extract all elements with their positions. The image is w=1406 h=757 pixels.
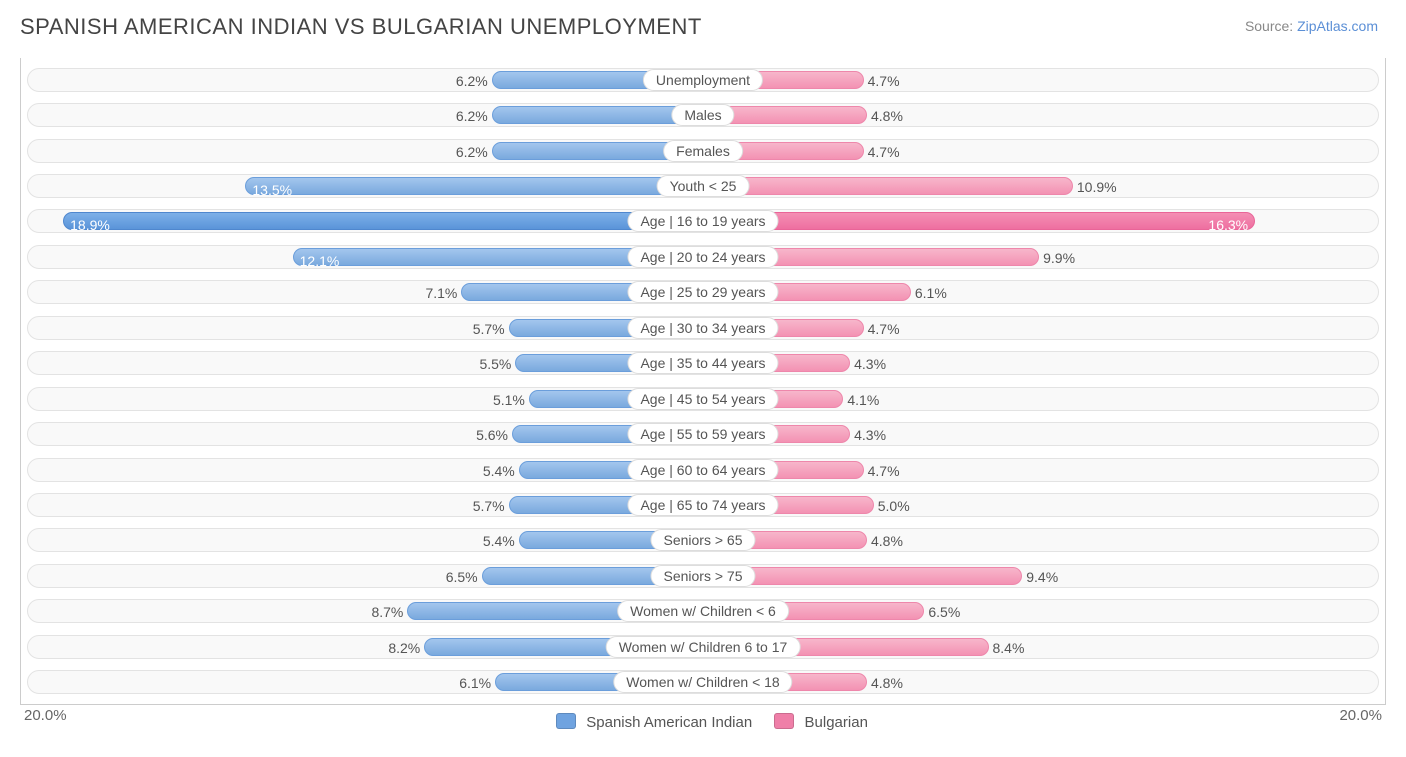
right-value: 4.1% bbox=[847, 388, 879, 412]
legend-swatch-left bbox=[556, 713, 576, 729]
chart-row: 18.9%16.3%Age | 16 to 19 years bbox=[21, 209, 1385, 233]
right-value: 4.3% bbox=[854, 352, 886, 376]
chart-row: 12.1%9.9%Age | 20 to 24 years bbox=[21, 245, 1385, 269]
left-value: 5.5% bbox=[479, 352, 511, 376]
left-value: 5.7% bbox=[473, 494, 505, 518]
right-value: 6.1% bbox=[915, 281, 947, 305]
right-value: 4.7% bbox=[868, 69, 900, 93]
category-label: Males bbox=[671, 104, 734, 126]
left-value: 8.7% bbox=[371, 600, 403, 624]
source-attribution: Source: ZipAtlas.com bbox=[1245, 18, 1378, 34]
right-value: 4.7% bbox=[868, 140, 900, 164]
category-label: Age | 60 to 64 years bbox=[627, 459, 778, 481]
right-value: 9.9% bbox=[1043, 246, 1075, 270]
category-label: Women w/ Children < 6 bbox=[617, 600, 789, 622]
chart-row: 5.7% 5.0% Age | 65 to 74 years bbox=[21, 493, 1385, 517]
chart-row: 5.6% 4.3% Age | 55 to 59 years bbox=[21, 422, 1385, 446]
chart-row: 6.5% 9.4% Seniors > 75 bbox=[21, 564, 1385, 588]
right-value: 5.0% bbox=[878, 494, 910, 518]
right-bar: 16.3% bbox=[703, 212, 1255, 230]
category-label: Age | 20 to 24 years bbox=[627, 246, 778, 268]
right-value: 4.7% bbox=[868, 317, 900, 341]
chart-row: 5.4% 4.8% Seniors > 65 bbox=[21, 528, 1385, 552]
left-value: 6.2% bbox=[456, 104, 488, 128]
chart-row: 6.2% 4.7% Unemployment bbox=[21, 68, 1385, 92]
right-value: 4.8% bbox=[871, 671, 903, 695]
left-value: 5.7% bbox=[473, 317, 505, 341]
left-value: 8.2% bbox=[388, 636, 420, 660]
right-value: 8.4% bbox=[993, 636, 1025, 660]
left-bar: 18.9% bbox=[63, 212, 703, 230]
chart-title: SPANISH AMERICAN INDIAN VS BULGARIAN UNE… bbox=[0, 0, 1406, 40]
left-value: 5.4% bbox=[483, 459, 515, 483]
left-value: 7.1% bbox=[425, 281, 457, 305]
right-value: 4.8% bbox=[871, 529, 903, 553]
chart-row: 8.7% 6.5% Women w/ Children < 6 bbox=[21, 599, 1385, 623]
category-label: Age | 65 to 74 years bbox=[627, 494, 778, 516]
category-label: Seniors > 75 bbox=[651, 565, 756, 587]
category-label: Females bbox=[663, 140, 743, 162]
left-value: 5.4% bbox=[483, 529, 515, 553]
chart-row: 6.2% 4.8% Males bbox=[21, 103, 1385, 127]
left-value: 6.2% bbox=[456, 69, 488, 93]
diverging-bar-chart: 6.2% 4.7% Unemployment 6.2% 4.8% Males 6.2% 4.7… bbox=[20, 58, 1386, 705]
left-value: 5.1% bbox=[493, 388, 525, 412]
left-value: 6.1% bbox=[459, 671, 491, 695]
category-label: Age | 45 to 54 years bbox=[627, 388, 778, 410]
right-value: 10.9% bbox=[1077, 175, 1117, 199]
chart-row: 7.1% 6.1% Age | 25 to 29 years bbox=[21, 280, 1385, 304]
chart-row: 5.5% 4.3% Age | 35 to 44 years bbox=[21, 351, 1385, 375]
legend-swatch-right bbox=[774, 713, 794, 729]
category-label: Women w/ Children 6 to 17 bbox=[606, 636, 801, 658]
left-value: 5.6% bbox=[476, 423, 508, 447]
source-link[interactable]: ZipAtlas.com bbox=[1297, 18, 1378, 34]
chart-row: 8.2% 8.4% Women w/ Children 6 to 17 bbox=[21, 635, 1385, 659]
category-label: Age | 25 to 29 years bbox=[627, 281, 778, 303]
right-value: 4.8% bbox=[871, 104, 903, 128]
left-value: 12.1% bbox=[300, 249, 340, 273]
right-value: 4.3% bbox=[854, 423, 886, 447]
chart-rows: 6.2% 4.7% Unemployment 6.2% 4.8% Males 6.2% 4.7… bbox=[21, 58, 1385, 704]
category-label: Age | 30 to 34 years bbox=[627, 317, 778, 339]
chart-row: 6.2% 4.7% Females bbox=[21, 139, 1385, 163]
category-label: Age | 35 to 44 years bbox=[627, 352, 778, 374]
left-bar: 13.5% bbox=[245, 177, 703, 195]
legend: Spanish American Indian Bulgarian bbox=[0, 713, 1406, 731]
category-label: Youth < 25 bbox=[657, 175, 750, 197]
right-value: 9.4% bbox=[1026, 565, 1058, 589]
category-label: Age | 16 to 19 years bbox=[627, 210, 778, 232]
chart-row: 6.1% 4.8% Women w/ Children < 18 bbox=[21, 670, 1385, 694]
chart-row: 5.7% 4.7% Age | 30 to 34 years bbox=[21, 316, 1385, 340]
source-prefix: Source: bbox=[1245, 18, 1297, 34]
legend-label-left: Spanish American Indian bbox=[586, 714, 752, 731]
category-label: Women w/ Children < 18 bbox=[613, 671, 792, 693]
left-value: 6.5% bbox=[446, 565, 478, 589]
right-bar bbox=[703, 177, 1073, 195]
right-value: 16.3% bbox=[1208, 213, 1248, 237]
left-value: 13.5% bbox=[252, 178, 292, 202]
legend-label-right: Bulgarian bbox=[805, 714, 868, 731]
category-label: Age | 55 to 59 years bbox=[627, 423, 778, 445]
category-label: Seniors > 65 bbox=[651, 529, 756, 551]
right-value: 4.7% bbox=[868, 459, 900, 483]
right-value: 6.5% bbox=[928, 600, 960, 624]
chart-row: 5.1% 4.1% Age | 45 to 54 years bbox=[21, 387, 1385, 411]
left-value: 6.2% bbox=[456, 140, 488, 164]
chart-row: 5.4% 4.7% Age | 60 to 64 years bbox=[21, 458, 1385, 482]
left-value: 18.9% bbox=[70, 213, 110, 237]
category-label: Unemployment bbox=[643, 69, 763, 91]
chart-row: 13.5% 10.9% Youth < 25 bbox=[21, 174, 1385, 198]
